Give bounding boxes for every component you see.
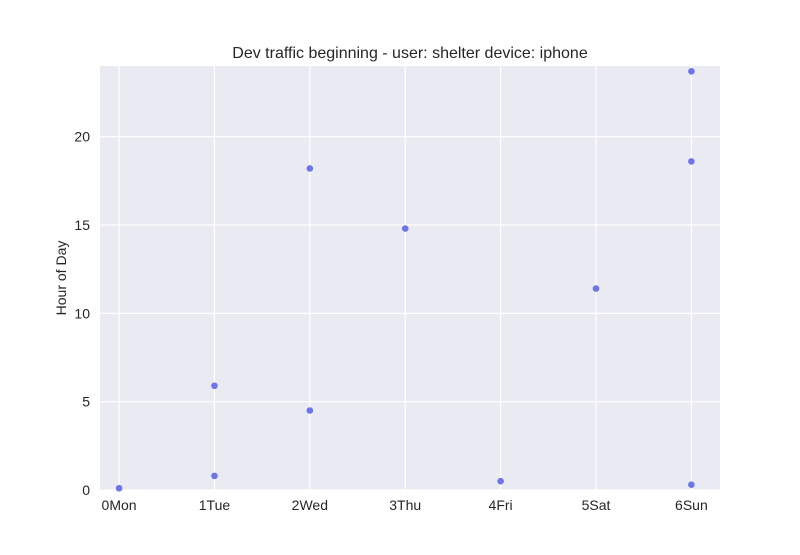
- y-tick-label: 5: [82, 394, 90, 410]
- x-tick-label: 1Tue: [199, 497, 231, 513]
- y-tick-label: 15: [74, 217, 90, 233]
- chart-title: Dev traffic beginning - user: shelter de…: [232, 45, 588, 62]
- y-axis-label: Hour of Day: [53, 241, 69, 316]
- plot-area: [100, 66, 720, 490]
- scatter-point: [306, 407, 314, 414]
- x-tick-label: 0Mon: [102, 497, 137, 513]
- scatter-point: [306, 165, 314, 172]
- scatter-point: [688, 481, 695, 489]
- x-tick-label: 5Sat: [582, 497, 611, 513]
- y-tick-label: 10: [74, 305, 90, 321]
- scatter-point: [211, 382, 218, 390]
- scatter-point: [688, 158, 695, 165]
- y-tick-label: 0: [82, 482, 90, 498]
- y-tick-label: 20: [74, 129, 90, 145]
- scatter-point: [211, 472, 218, 480]
- x-tick-label: 3Thu: [389, 497, 421, 513]
- scatter-point: [401, 225, 409, 232]
- x-tick-label: 4Fri: [489, 497, 513, 513]
- x-tick-label: 6Sun: [675, 497, 708, 513]
- scatter-point: [497, 477, 504, 485]
- scatter-point: [688, 68, 695, 75]
- scatter-point: [592, 285, 600, 292]
- scatter-point: [115, 484, 123, 492]
- x-tick-label: 2Wed: [292, 497, 328, 513]
